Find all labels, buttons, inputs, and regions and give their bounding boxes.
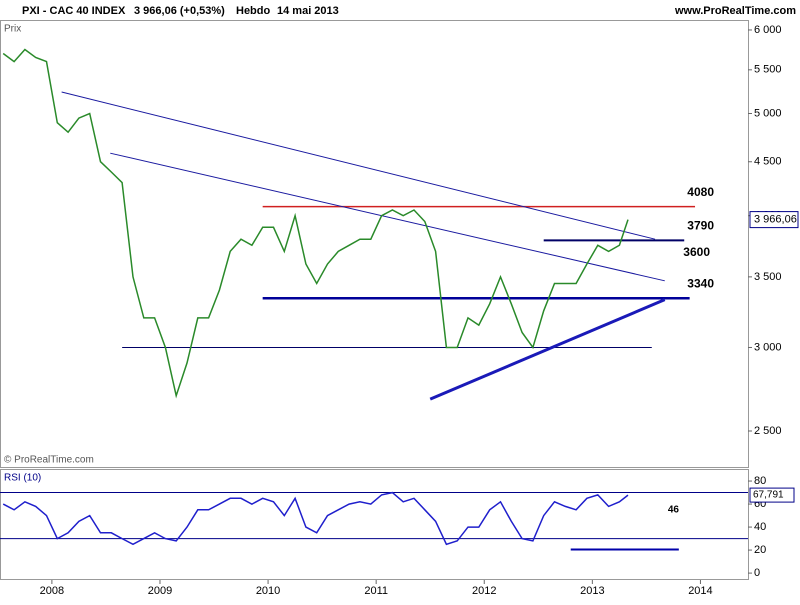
price-line [2,48,629,399]
x-tick-label: 2013 [580,585,604,597]
level-label: 3340 [687,276,714,290]
last-price-box [749,211,799,229]
date: 14 mai 2013 [277,5,339,17]
x-tick-label: 2009 [148,585,172,597]
y-tick-label: 3 000 [754,341,782,353]
price-title: Prix [4,24,21,35]
site: www.ProRealTime.com [674,5,796,17]
rsi-frame [0,469,749,580]
period: Hebdo [236,5,271,17]
y-tick-label: 3 500 [754,271,782,283]
rsi-title: RSI (10) [4,473,41,484]
rsi-y-tick-label: 0 [754,567,760,579]
price-frame [0,20,749,468]
y-tick-label: 6 000 [754,24,782,36]
level-label: 3790 [687,219,714,233]
x-tick-label: 2012 [472,585,496,597]
y-tick-label: 5 500 [754,64,782,76]
trendline-label: 3600 [683,245,710,259]
x-tick-label: 2014 [688,585,712,597]
rsi-annotation: 46 [668,504,680,515]
symbol: PXI - CAC 40 INDEX [22,5,126,17]
last-rsi-box [749,487,795,503]
trendline [61,91,656,240]
rsi-y-tick-label: 80 [754,475,766,487]
trendline [110,152,665,282]
x-tick-label: 2011 [364,585,388,597]
quote: 3 966,06 (+0,53%) [134,5,225,17]
rsi-line [2,491,629,546]
y-tick-label: 5 000 [754,107,782,119]
credit: © ProRealTime.com [4,455,94,466]
level-label: 4080 [687,185,714,199]
y-tick-label: 4 500 [754,156,782,168]
rsi-y-tick-label: 40 [754,521,766,533]
last-rsi-label: 67,791 [753,490,784,501]
y-tick-label: 2 500 [754,425,782,437]
x-tick-label: 2010 [256,585,280,597]
last-price-label: 3 966,06 [754,214,797,226]
x-tick-label: 2008 [40,585,64,597]
trendline [429,298,666,401]
rsi-y-tick-label: 20 [754,544,766,556]
